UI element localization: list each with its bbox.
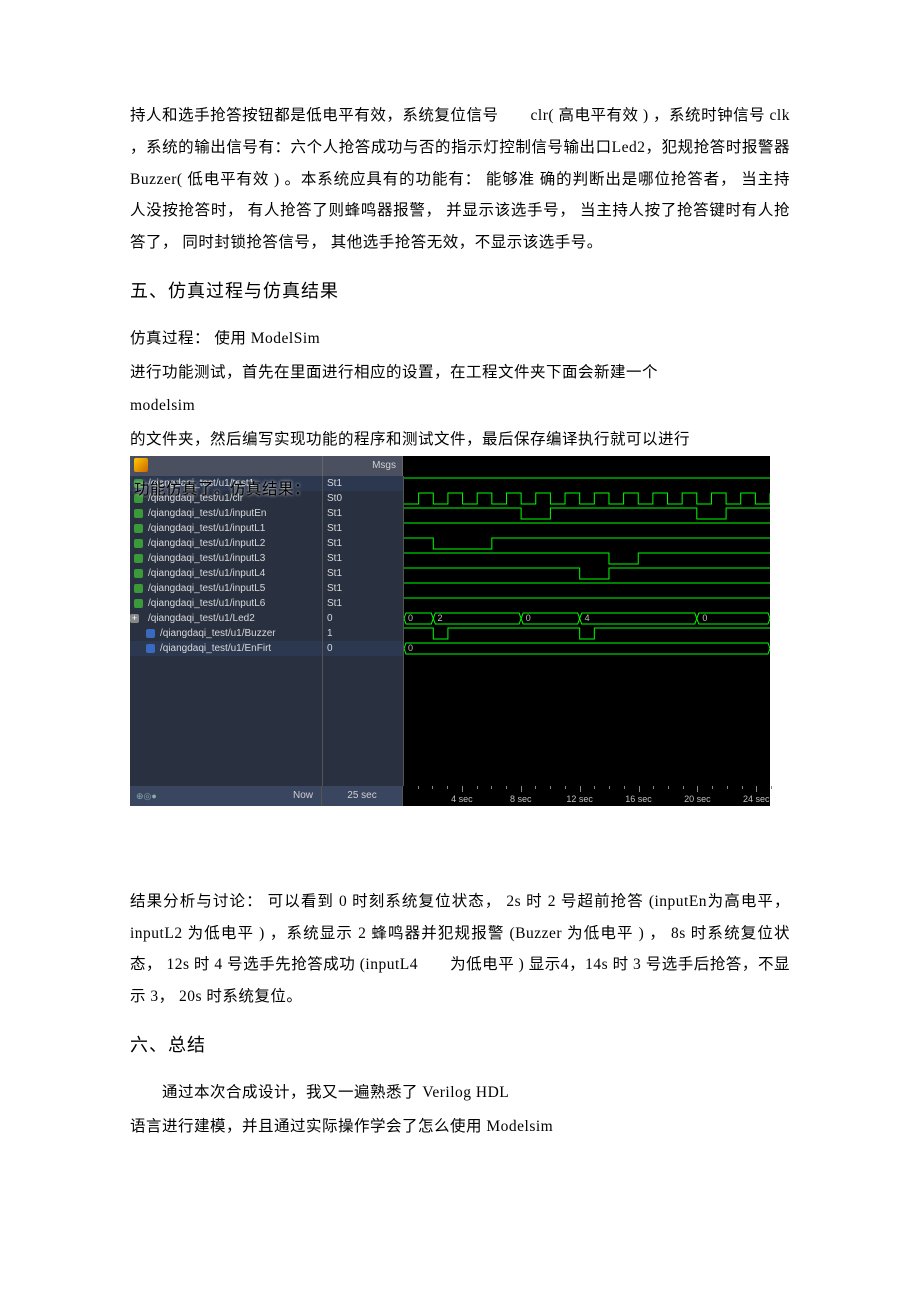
signal-icon (134, 524, 143, 533)
paragraph-2d: 的文件夹，然后编写实现功能的程序和测试文件，最后保存编译执行就可以进行 (130, 424, 790, 456)
signal-value: St1 (323, 536, 403, 551)
bus-value-label: 2 (437, 613, 442, 623)
paragraph-1: 持人和选手抢答按钮都是低电平有效，系统复位信号 clr( 高电平有效 ) ，系统… (130, 100, 790, 259)
signal-row[interactable]: /qiangdaqi_test/u1/Buzzer (130, 626, 322, 641)
signal-row[interactable]: /qiangdaqi_test/u1/inputL4 (130, 566, 322, 581)
signal-value: St1 (323, 596, 403, 611)
signal-value: St0 (323, 491, 403, 506)
signal-names-column[interactable]: /qiangdaqi_test/u1/test1/qiangdaqi_test/… (130, 476, 323, 786)
signal-icon (146, 644, 155, 653)
signal-icon (134, 584, 143, 593)
signal-values-column: St1St0St1St1St1St1St1St1St1010 (323, 476, 404, 786)
signal-icon: + (130, 614, 139, 623)
signal-value: St1 (323, 476, 403, 491)
bus-value-label: 0 (408, 613, 413, 623)
signal-value: St1 (323, 551, 403, 566)
waveform-graph[interactable]: 0 2 0 4 0 0 (404, 476, 770, 786)
signal-icon (146, 629, 155, 638)
paragraph-2c: modelsim (130, 390, 790, 422)
signal-row[interactable]: +/qiangdaqi_test/u1/Led2 (130, 611, 322, 626)
now-value: 25 sec (322, 786, 403, 806)
signal-icon (134, 569, 143, 578)
signal-row[interactable]: /qiangdaqi_test/u1/EnFirt (130, 641, 322, 656)
now-label: ⊕◎● Now (130, 786, 322, 806)
signal-row[interactable]: /qiangdaqi_test/u1/inputL2 (130, 536, 322, 551)
signal-icon (134, 539, 143, 548)
ruler-tick: 12 sec (566, 794, 593, 804)
signal-icon (134, 554, 143, 563)
paragraph-2a: 仿真过程： 使用 ModelSim (130, 323, 790, 355)
signal-row[interactable]: /qiangdaqi_test/u1/inputL5 (130, 581, 322, 596)
ruler-tick: 4 sec (451, 794, 473, 804)
paragraph-4b: 语言进行建模，并且通过实际操作学会了怎么使用 Modelsim (130, 1111, 790, 1143)
bus-value-label: 0 (526, 613, 531, 623)
search-icon[interactable] (134, 458, 148, 472)
waveform-footer: ⊕◎● Now 25 sec 4 sec 8 sec 12 sec 16 sec 20 … (130, 786, 770, 806)
signal-row[interactable]: /qiangdaqi_test/u1/inputL3 (130, 551, 322, 566)
signal-value: 0 (323, 611, 403, 626)
signal-row[interactable]: /qiangdaqi_test/u1/inputEn (130, 506, 322, 521)
paragraph-3: 结果分析与讨论： 可以看到 0 时刻系统复位状态， 2s 时 2 号超前抢答 (… (130, 886, 790, 1013)
signal-icon (134, 509, 143, 518)
signal-value: St1 (323, 521, 403, 536)
bus-value-label: 0 (408, 643, 413, 653)
signal-row[interactable]: /qiangdaqi_test/u1/inputL1 (130, 521, 322, 536)
ruler-tick: 20 sec (684, 794, 711, 804)
bus-value-label: 0 (702, 613, 707, 623)
waveform-toolbar[interactable] (130, 456, 323, 476)
ruler-tick: 24 sec (743, 794, 770, 804)
time-ruler[interactable]: 4 sec 8 sec 12 sec 16 sec 20 sec 24 sec (403, 786, 770, 806)
ruler-tick: 16 sec (625, 794, 652, 804)
bus-value-label: 4 (585, 613, 590, 623)
waveform-body: /qiangdaqi_test/u1/test1/qiangdaqi_test/… (130, 476, 770, 786)
heading-6: 六、总结 (130, 1027, 790, 1063)
waveform-header-graph (403, 456, 770, 476)
signal-value: 0 (323, 641, 403, 656)
waveform-header: Msgs (130, 456, 770, 476)
signal-value: St1 (323, 566, 403, 581)
ruler-tick: 8 sec (510, 794, 532, 804)
paragraph-4a: 通过本次合成设计，我又一遍熟悉了 Verilog HDL (130, 1077, 790, 1109)
signal-value: 1 (323, 626, 403, 641)
signal-icon (134, 599, 143, 608)
modelsim-waveform: 功能仿真了。仿真结果： Msgs /qiangdaqi_test/u1/test… (130, 456, 770, 806)
msgs-label: Msgs (323, 456, 403, 476)
overlap-text: 功能仿真了。仿真结果： (134, 474, 310, 505)
heading-5: 五、仿真过程与仿真结果 (130, 273, 790, 309)
cursor-icon: ⊕◎● (136, 786, 157, 806)
document-page: 持人和选手抢答按钮都是低电平有效，系统复位信号 clr( 高电平有效 ) ，系统… (0, 0, 920, 1204)
signal-value: St1 (323, 506, 403, 521)
signal-row[interactable]: /qiangdaqi_test/u1/inputL6 (130, 596, 322, 611)
signal-value: St1 (323, 581, 403, 596)
paragraph-2b: 进行功能测试，首先在里面进行相应的设置，在工程文件夹下面会新建一个 (130, 357, 790, 389)
